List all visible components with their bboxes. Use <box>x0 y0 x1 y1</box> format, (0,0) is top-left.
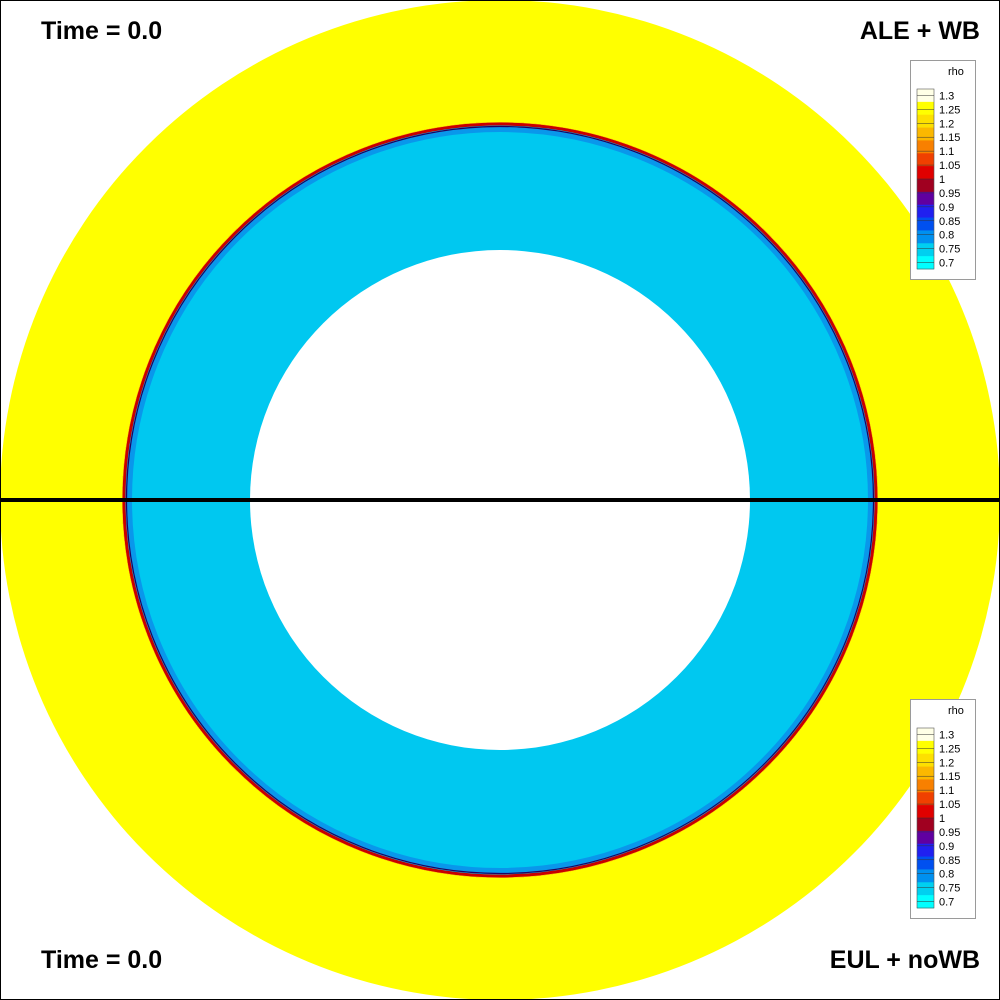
colorbar-tick-label: 1 <box>939 174 945 186</box>
colorbar-legend-bottom: rho 1.3 1.25 1.2 1.15 1.1 1.05 1 0.95 0.9 0.85 0.8 0… <box>910 699 976 919</box>
colorbar-swatch <box>917 753 934 767</box>
colorbar-swatch <box>917 230 934 244</box>
colorbar-swatch <box>917 843 934 857</box>
colorbar-swatch <box>917 792 934 806</box>
colorbar-swatch <box>917 779 934 793</box>
colorbar-swatch <box>917 127 934 141</box>
colorbar-swatch <box>917 191 934 206</box>
bottom-time-label: Time = 0.0 <box>41 946 163 974</box>
colorbar-tick-label: 1.05 <box>939 799 960 811</box>
colorbar-legend-top: rho 1.3 1.25 1.2 1.15 1.1 1.05 1 0.95 0.9 0.85 0.8 0… <box>910 60 976 280</box>
colorbar-tick-label: 1.15 <box>939 132 960 144</box>
colorbar-title: rho <box>948 705 964 717</box>
colorbar-top-svg: rho 1.3 1.25 1.2 1.15 1.1 1.05 1 0.95 0.9 0.85 0.8 0… <box>916 66 964 270</box>
colorbar-swatch <box>917 153 934 167</box>
colorbar-swatch <box>917 243 934 257</box>
colorbar-tick-label: 1.3 <box>939 90 954 102</box>
colorbar-tick-label: 1.2 <box>939 757 954 769</box>
colorbar-tick-label: 0.95 <box>939 827 960 839</box>
top-time-label: Time = 0.0 <box>41 17 163 45</box>
colorbar-bottom-svg: rho 1.3 1.25 1.2 1.15 1.1 1.05 1 0.95 0.9 0.85 0.8 0… <box>916 705 964 909</box>
colorbar-tick-label: 0.85 <box>939 216 960 228</box>
bottom-method-label: EUL + noWB <box>829 946 980 974</box>
colorbar-tick-label: 0.75 <box>939 244 960 256</box>
colorbar-swatch <box>917 856 934 870</box>
colorbar-tick-label: 1.05 <box>939 160 960 172</box>
colorbar-tick-label: 1.1 <box>939 785 954 797</box>
colorbar-swatch <box>917 869 934 883</box>
colorbar-tick-label: 1.15 <box>939 771 960 783</box>
colorbar-swatch <box>917 830 934 845</box>
colorbar-tick-label: 0.8 <box>939 869 954 881</box>
colorbar-swatch <box>917 166 934 180</box>
colorbar-tick-label: 0.7 <box>939 897 954 909</box>
colorbar-swatch <box>917 740 934 755</box>
colorbar-tick-label: 1.1 <box>939 146 954 158</box>
colorbar-swatch <box>917 114 934 128</box>
colorbar-swatch <box>917 101 934 116</box>
colorbar-tick-label: 0.85 <box>939 855 960 867</box>
colorbar-swatch <box>917 882 934 896</box>
colorbar-tick-label: 0.8 <box>939 230 954 242</box>
colorbar-tick-label: 1.25 <box>939 743 960 755</box>
colorbar-tick-label: 0.75 <box>939 883 960 895</box>
colorbar-swatch <box>917 204 934 218</box>
top-method-label: ALE + WB <box>859 17 980 45</box>
colorbar-swatch <box>917 140 934 154</box>
colorbar-tick-label: 1.2 <box>939 118 954 130</box>
colorbar-swatch <box>917 818 934 832</box>
colorbar-tick-label: 1.25 <box>939 104 960 116</box>
colorbar-tick-label: 0.9 <box>939 202 954 214</box>
colorbar-tick-label: 0.7 <box>939 258 954 270</box>
colorbar-tick-label: 0.9 <box>939 841 954 853</box>
colorbar-swatch <box>917 179 934 193</box>
colorbar-tick-label: 0.95 <box>939 188 960 200</box>
colorbar-swatch <box>917 217 934 231</box>
colorbar-title: rho <box>948 66 964 78</box>
colorbar-swatch <box>917 766 934 780</box>
colorbar-tick-label: 1.3 <box>939 729 954 741</box>
colorbar-swatch <box>917 805 934 819</box>
colorbar-tick-label: 1 <box>939 813 945 825</box>
